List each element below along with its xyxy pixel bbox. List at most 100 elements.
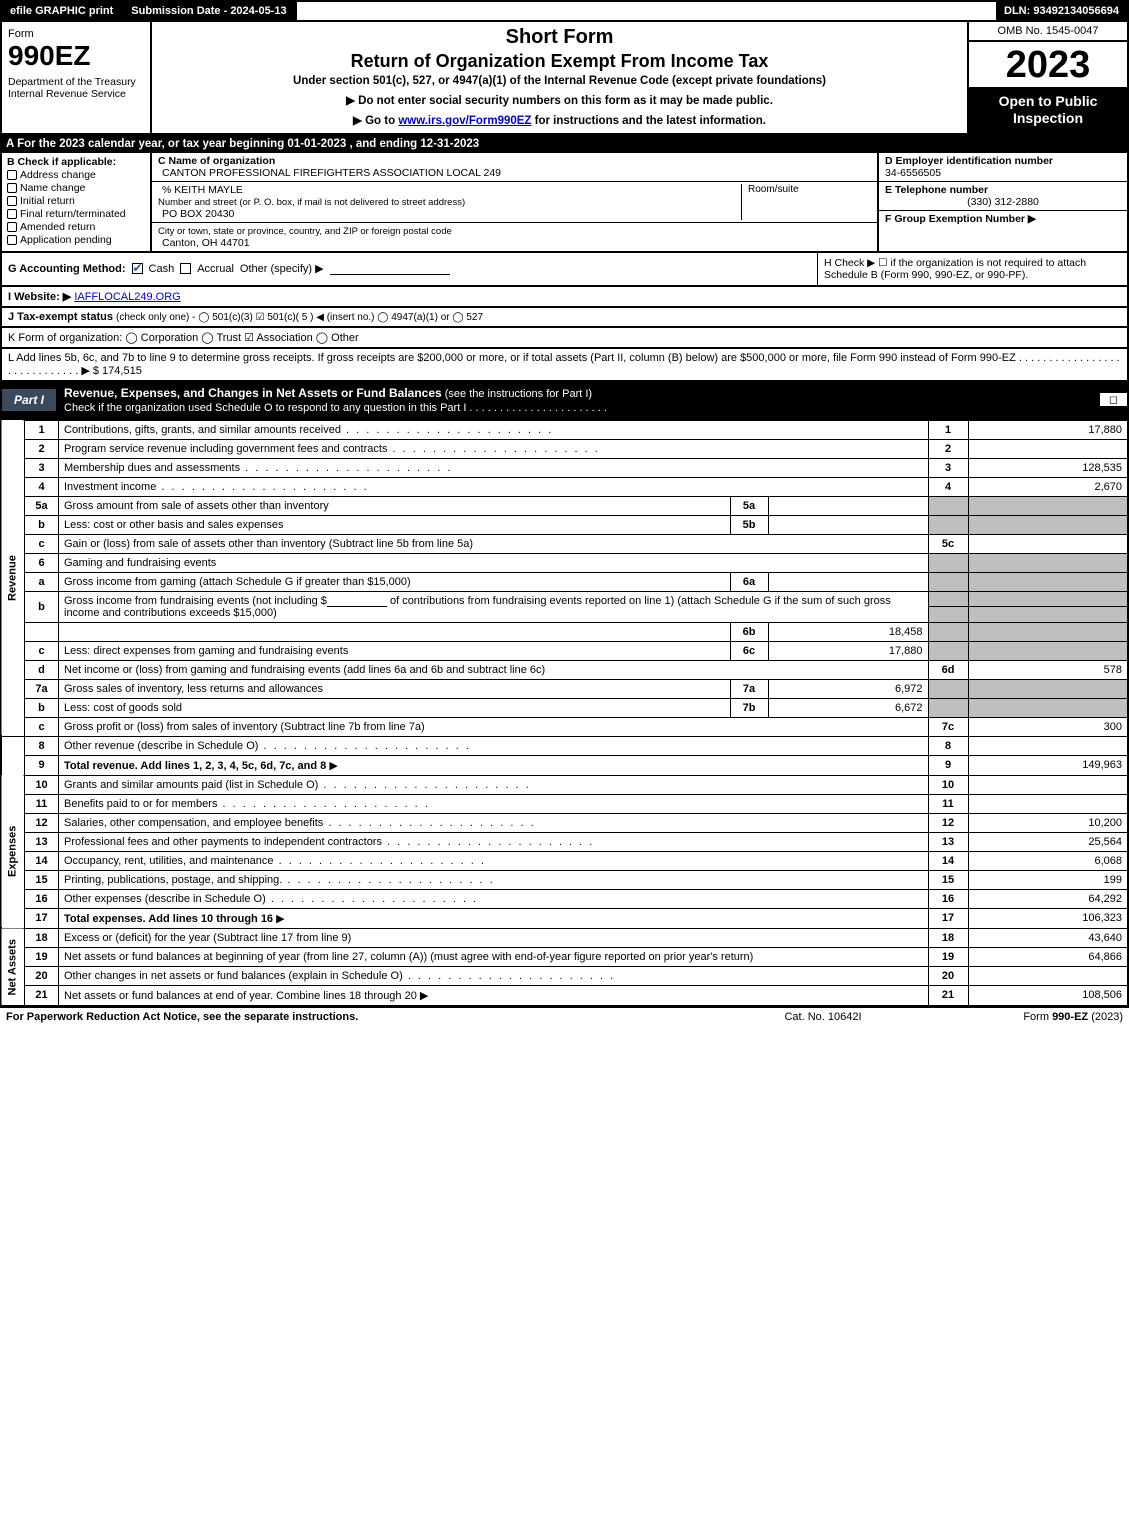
city-state-zip: Canton, OH 44701 (162, 237, 250, 249)
care-of: % KEITH MAYLE (162, 184, 243, 196)
part1-num: Part I (2, 389, 56, 411)
dln: DLN: 93492134056694 (996, 2, 1127, 20)
phone: (330) 312-2880 (885, 196, 1121, 208)
amt-13: 25,564 (968, 832, 1128, 851)
top-bar: efile GRAPHIC print Submission Date - 20… (0, 0, 1129, 22)
b-header: B Check if applicable: (7, 156, 145, 168)
line-11: Benefits paid to or for members (59, 794, 929, 813)
chk-accrual[interactable] (180, 263, 191, 274)
row-i: I Website: ▶ IAFFLOCAL249.ORG (0, 287, 1129, 308)
line-1: Contributions, gifts, grants, and simila… (59, 420, 929, 439)
amt-7c: 300 (968, 717, 1128, 736)
expenses-side-label: Expenses (1, 775, 25, 928)
part1-table: Revenue 1Contributions, gifts, grants, a… (0, 420, 1129, 1007)
part1-title: Revenue, Expenses, and Changes in Net As… (56, 382, 1099, 418)
amt-20 (968, 966, 1128, 985)
accounting-method: G Accounting Method: Cash Accrual Other … (2, 253, 817, 285)
chk-cash[interactable] (132, 263, 143, 274)
tax-year: 2023 (969, 42, 1127, 87)
amt-4: 2,670 (968, 477, 1128, 496)
chk-final-return[interactable]: Final return/terminated (7, 208, 145, 220)
amt-18: 43,640 (968, 928, 1128, 947)
city-label: City or town, state or province, country… (158, 226, 452, 237)
line-4: Investment income (59, 477, 929, 496)
amt-5c (968, 534, 1128, 553)
header-right: OMB No. 1545-0047 2023 Open to Public In… (967, 22, 1127, 133)
amt-19: 64,866 (968, 947, 1128, 966)
row-a-period: A For the 2023 calendar year, or tax yea… (0, 135, 1129, 153)
line-5b: Less: cost or other basis and sales expe… (59, 515, 731, 534)
subtitle: Under section 501(c), 527, or 4947(a)(1)… (160, 75, 959, 87)
part1-bar: Part I Revenue, Expenses, and Changes in… (0, 382, 1129, 420)
dept-treasury: Department of the Treasury Internal Reve… (8, 76, 144, 100)
title-short-form: Short Form (160, 26, 959, 49)
amt-10 (968, 775, 1128, 794)
f-label: F Group Exemption Number ▶ (885, 213, 1036, 225)
form-header: Form 990EZ Department of the Treasury In… (0, 22, 1129, 135)
line-7b: Less: cost of goods sold (59, 698, 731, 717)
netassets-side-label: Net Assets (1, 928, 25, 1006)
block-b-to-f: B Check if applicable: Address change Na… (0, 153, 1129, 253)
row-j: J Tax-exempt status (check only one) - ◯… (0, 308, 1129, 328)
mid-6b: 18,458 (768, 622, 928, 641)
c-label: C Name of organization (158, 155, 275, 167)
omb-number: OMB No. 1545-0047 (969, 22, 1127, 42)
chk-name-change[interactable]: Name change (7, 182, 145, 194)
amt-16: 64,292 (968, 889, 1128, 908)
h-schedule-b: H Check ▶ ☐ if the organization is not r… (817, 253, 1127, 285)
mid-5b (768, 515, 928, 534)
street-label: Number and street (or P. O. box, if mail… (158, 197, 465, 208)
note2-post: for instructions and the latest informat… (531, 115, 766, 127)
org-name: CANTON PROFESSIONAL FIREFIGHTERS ASSOCIA… (162, 167, 501, 179)
amt-14: 6,068 (968, 851, 1128, 870)
chk-app-pending[interactable]: Application pending (7, 234, 145, 246)
mid-6c: 17,880 (768, 641, 928, 660)
chk-initial-return[interactable]: Initial return (7, 195, 145, 207)
footer-left: For Paperwork Reduction Act Notice, see … (6, 1011, 723, 1023)
other-specify[interactable] (330, 263, 450, 275)
d-label: D Employer identification number (885, 155, 1053, 167)
l-amount: 174,515 (102, 365, 142, 377)
amt-21: 108,506 (968, 985, 1128, 1006)
mid-7a: 6,972 (768, 679, 928, 698)
chk-amended[interactable]: Amended return (7, 221, 145, 233)
amt-11 (968, 794, 1128, 813)
line-10: Grants and similar amounts paid (list in… (59, 775, 929, 794)
line-16: Other expenses (describe in Schedule O) (59, 889, 929, 908)
line-9: Total revenue. Add lines 1, 2, 3, 4, 5c,… (59, 755, 929, 775)
amt-6d: 578 (968, 660, 1128, 679)
efile-print[interactable]: efile GRAPHIC print (2, 2, 123, 20)
room-suite: Room/suite (741, 184, 871, 220)
line-5a: Gross amount from sale of assets other t… (59, 496, 731, 515)
title-return: Return of Organization Exempt From Incom… (160, 51, 959, 72)
amt-2 (968, 439, 1128, 458)
j-label: J Tax-exempt status (8, 311, 113, 323)
line-6b: Gross income from fundraising events (no… (59, 591, 929, 622)
amt-15: 199 (968, 870, 1128, 889)
page-footer: For Paperwork Reduction Act Notice, see … (0, 1007, 1129, 1026)
line-19: Net assets or fund balances at beginning… (59, 947, 929, 966)
part1-checkbox[interactable]: ◻ (1099, 393, 1127, 406)
l-text: L Add lines 5b, 6c, and 7b to line 9 to … (8, 352, 1120, 377)
submission-date: Submission Date - 2024-05-13 (123, 2, 296, 20)
amt-3: 128,535 (968, 458, 1128, 477)
note2-pre: ▶ Go to (353, 115, 398, 127)
mid-7b: 6,672 (768, 698, 928, 717)
header-left: Form 990EZ Department of the Treasury In… (2, 22, 152, 133)
line-12: Salaries, other compensation, and employ… (59, 813, 929, 832)
header-center: Short Form Return of Organization Exempt… (152, 22, 967, 133)
row-g-h: G Accounting Method: Cash Accrual Other … (0, 253, 1129, 287)
mid-6a (768, 572, 928, 591)
website-link[interactable]: IAFFLOCAL249.ORG (74, 291, 180, 303)
line-3: Membership dues and assessments (59, 458, 929, 477)
chk-address-change[interactable]: Address change (7, 169, 145, 181)
g-label: G Accounting Method: (8, 263, 126, 275)
col-d-e-f: D Employer identification number 34-6556… (877, 153, 1127, 251)
line-20: Other changes in net assets or fund bala… (59, 966, 929, 985)
note-ssn: ▶ Do not enter social security numbers o… (160, 93, 959, 107)
note-goto: ▶ Go to www.irs.gov/Form990EZ for instru… (160, 113, 959, 127)
line-6d: Net income or (loss) from gaming and fun… (59, 660, 929, 679)
line-17: Total expenses. Add lines 10 through 16 (59, 908, 929, 928)
open-public: Open to Public Inspection (969, 87, 1127, 133)
irs-link[interactable]: www.irs.gov/Form990EZ (398, 115, 531, 127)
